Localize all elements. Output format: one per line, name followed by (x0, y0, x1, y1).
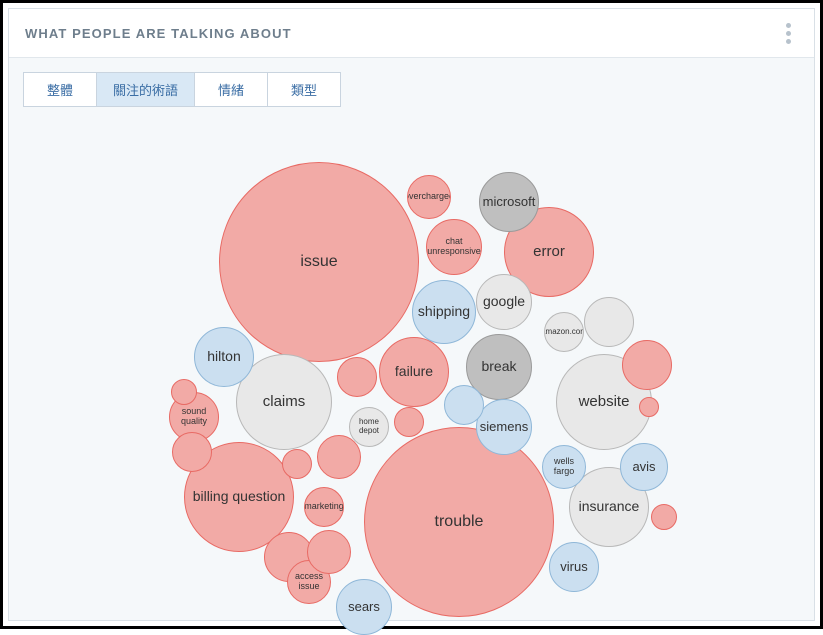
bubble-unlabeled[interactable] (282, 449, 312, 479)
bubble-trouble[interactable]: trouble (364, 427, 554, 617)
bubble-amazon-com[interactable]: amazon.com (544, 312, 584, 352)
bubble-unlabeled[interactable] (444, 385, 484, 425)
panel: WHAT PEOPLE ARE TALKING ABOUT 整體關注的術語情緒類… (8, 8, 815, 621)
bubble-hilton[interactable]: hilton (194, 327, 254, 387)
app-frame: WHAT PEOPLE ARE TALKING ABOUT 整體關注的術語情緒類… (0, 0, 823, 629)
bubble-wells-fargo[interactable]: wells fargo (542, 445, 586, 489)
tabs: 整體關注的術語情緒類型 (9, 58, 814, 107)
bubble-unlabeled[interactable] (651, 504, 677, 530)
bubble-google[interactable]: google (476, 274, 532, 330)
bubble-chart: issuetroublebilling questionwebsiteclaim… (9, 107, 814, 620)
bubble-unlabeled[interactable] (171, 379, 197, 405)
bubble-unlabeled[interactable] (337, 357, 377, 397)
bubble-unlabeled[interactable] (307, 530, 351, 574)
bubble-shipping[interactable]: shipping (412, 280, 476, 344)
bubble-overcharged[interactable]: overcharged (407, 175, 451, 219)
bubble-unlabeled[interactable] (172, 432, 212, 472)
bubble-unlabeled[interactable] (622, 340, 672, 390)
more-options-icon[interactable] (778, 21, 798, 45)
bubble-marketing[interactable]: marketing (304, 487, 344, 527)
bubble-siemens[interactable]: siemens (476, 399, 532, 455)
bubble-unlabeled[interactable] (639, 397, 659, 417)
bubble-microsoft[interactable]: microsoft (479, 172, 539, 232)
bubble-sears[interactable]: sears (336, 579, 392, 635)
tab-1[interactable]: 關注的術語 (96, 72, 195, 107)
bubble-failure[interactable]: failure (379, 337, 449, 407)
bubble-unlabeled[interactable] (394, 407, 424, 437)
bubble-chat-unresponsive[interactable]: chat unresponsive (426, 219, 482, 275)
bubble-unlabeled[interactable] (584, 297, 634, 347)
panel-header: WHAT PEOPLE ARE TALKING ABOUT (9, 9, 814, 58)
bubble-virus[interactable]: virus (549, 542, 599, 592)
tab-0[interactable]: 整體 (23, 72, 97, 107)
tab-2[interactable]: 情緒 (194, 72, 268, 107)
bubble-home-depot[interactable]: home depot (349, 407, 389, 447)
bubble-issue[interactable]: issue (219, 162, 419, 362)
bubble-avis[interactable]: avis (620, 443, 668, 491)
panel-title: WHAT PEOPLE ARE TALKING ABOUT (25, 26, 292, 41)
tab-3[interactable]: 類型 (267, 72, 341, 107)
